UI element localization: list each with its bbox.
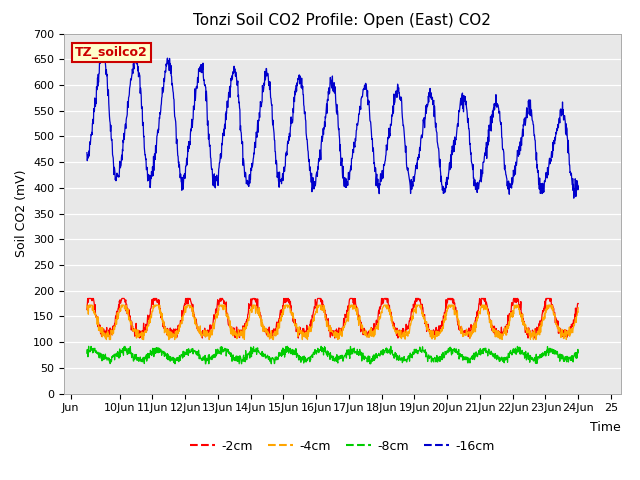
Text: Time: Time: [590, 420, 621, 433]
Legend: -2cm, -4cm, -8cm, -16cm: -2cm, -4cm, -8cm, -16cm: [186, 434, 499, 457]
Y-axis label: Soil CO2 (mV): Soil CO2 (mV): [15, 170, 28, 257]
Title: Tonzi Soil CO2 Profile: Open (East) CO2: Tonzi Soil CO2 Profile: Open (East) CO2: [193, 13, 492, 28]
Text: TZ_soilco2: TZ_soilco2: [75, 46, 148, 59]
